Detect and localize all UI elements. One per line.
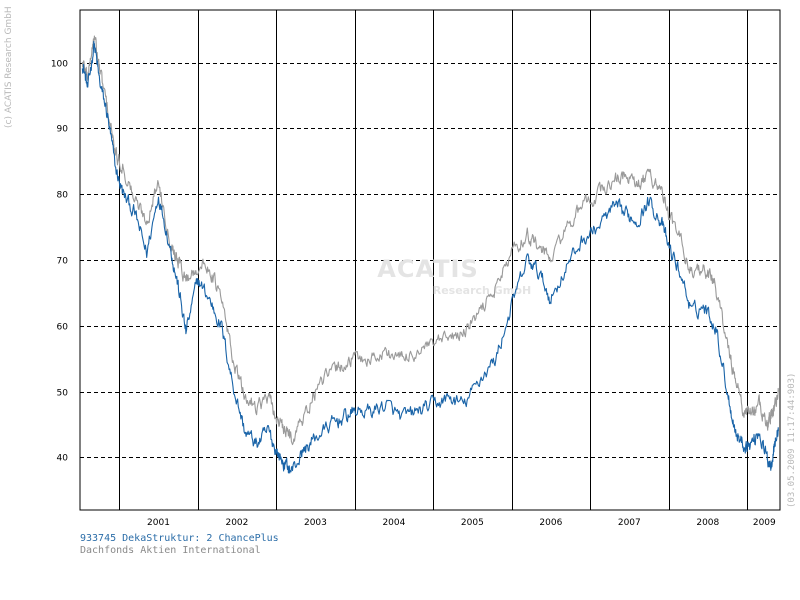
series-line-fund: [81, 40, 779, 474]
x-tick-label: 2009: [753, 518, 776, 528]
series-line-benchmark: [81, 35, 779, 446]
y-tick-label: 60: [57, 323, 69, 333]
copyright-label: (c) ACATIS Research GmbH: [4, 6, 14, 128]
grid-layer: [80, 10, 780, 510]
y-tick-label: 40: [57, 454, 69, 464]
x-tick-label: 2003: [304, 518, 327, 528]
legend-series-fund: 933745 DekaStruktur: 2 ChancePlus: [80, 533, 279, 544]
x-axis-labels: 2001 2002 2003 2004 2005 2006 2007 2008 2009: [147, 518, 776, 528]
x-tick-label: 2008: [696, 518, 719, 528]
y-tick-label: 70: [57, 257, 69, 267]
x-tick-label: 2007: [618, 518, 641, 528]
y-axis-labels: 40 50 60 70 80 90 100: [51, 60, 68, 464]
y-tick-label: 80: [57, 191, 69, 201]
timestamp-label: (03.05.2009 11:17:44:903): [787, 372, 797, 508]
watermark: ACATIS Research GmbH: [377, 255, 531, 297]
watermark-sub: Research GmbH: [433, 284, 532, 297]
y-tick-label: 90: [57, 125, 69, 135]
x-tick-label: 2002: [225, 518, 248, 528]
y-tick-label: 50: [57, 389, 69, 399]
y-tick-label: 100: [51, 60, 68, 70]
plot-area-border: [79, 9, 781, 511]
x-tick-label: 2005: [461, 518, 484, 528]
x-tick-label: 2004: [382, 518, 405, 528]
watermark-main: ACATIS: [377, 255, 478, 283]
x-tick-label: 2001: [147, 518, 170, 528]
series-layer: [81, 35, 779, 474]
legend-series-benchmark: Dachfonds Aktien International: [80, 545, 261, 556]
x-tick-label: 2006: [539, 518, 562, 528]
